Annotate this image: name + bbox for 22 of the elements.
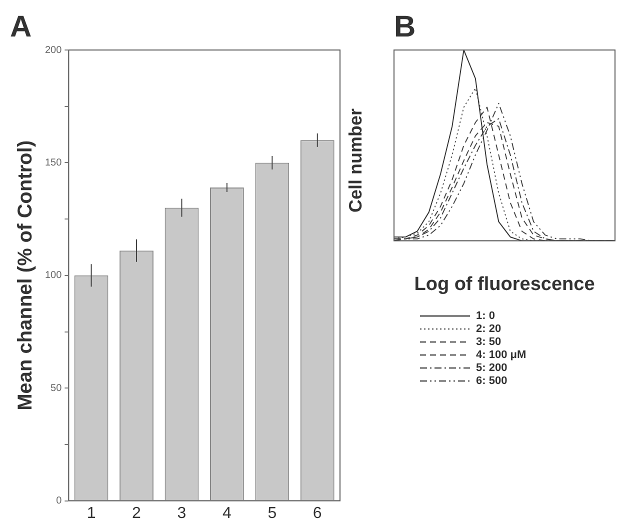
x-axis-title: Log of fluorescence xyxy=(414,274,595,295)
legend-label: 1: 0 xyxy=(476,310,495,322)
y-axis-title: Mean channel (% of Control) xyxy=(14,140,37,410)
legend-label: 4: 100 μM xyxy=(476,349,526,361)
x-tick-label: 5 xyxy=(268,504,277,522)
chart-title: A xyxy=(10,10,32,44)
x-tick-label: 3 xyxy=(177,504,186,522)
x-tick-label: 6 xyxy=(312,504,322,522)
chart-title: B xyxy=(394,10,416,44)
y-tick-label: 50 xyxy=(50,382,62,394)
legend-label: 3: 50 xyxy=(476,336,502,348)
y-tick-label: 150 xyxy=(44,157,62,168)
x-tick-label: 1 xyxy=(86,504,96,522)
legend-label: 5: 200 xyxy=(476,362,508,374)
legend-label: 2: 20 xyxy=(476,323,502,335)
y-axis-title: Cell number xyxy=(346,108,366,213)
legend-label: 6: 500 xyxy=(476,375,508,387)
y-tick-label: 100 xyxy=(44,270,62,282)
y-tick-label: 0 xyxy=(56,496,62,507)
y-tick-label: 200 xyxy=(44,44,62,56)
x-tick-label: 4 xyxy=(222,504,232,522)
x-tick-label: 2 xyxy=(132,504,142,522)
